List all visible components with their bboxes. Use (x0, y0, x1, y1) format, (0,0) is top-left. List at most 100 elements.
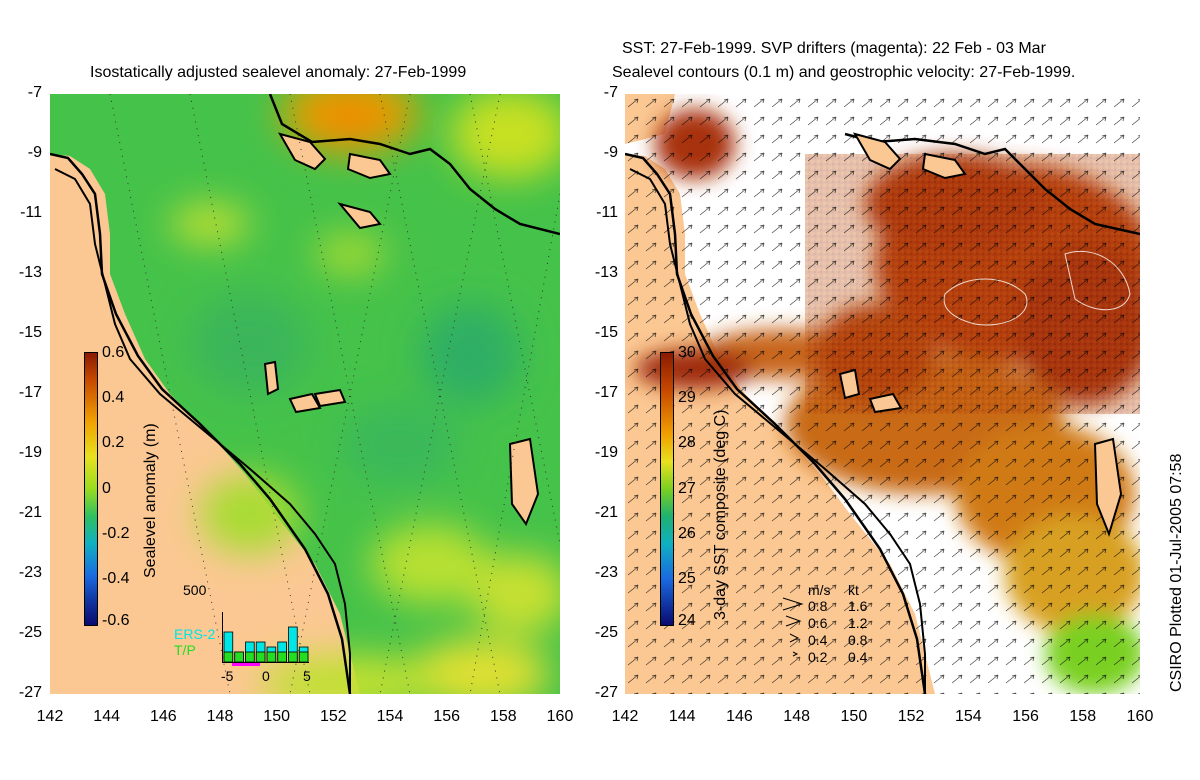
histogram-bar-tp (255, 651, 266, 663)
histogram-bar-tp (277, 651, 287, 663)
velocity-arrows (625, 94, 1140, 694)
right-lon-tick-label: 154 (954, 708, 982, 725)
islands (277, 132, 540, 527)
right-lat-tick-label: -11 (596, 204, 618, 221)
left-lat-tick-label: -25 (18, 624, 42, 641)
right-lon-tick-label: 142 (611, 708, 639, 725)
velocity-legend-ms: 0.6 (808, 615, 828, 631)
left-lat-tick-label: -11 (20, 204, 42, 221)
right-lon-tick-label: 160 (1126, 708, 1154, 725)
histogram-bar-tp (288, 651, 298, 663)
right-cb-tick: 26 (678, 525, 696, 542)
velocity-legend-kt: 1.6 (848, 598, 868, 614)
left-cb-tick: 0.2 (102, 434, 125, 451)
inset-ymax-label: 500 (183, 582, 207, 598)
left-lon-tick-label: 156 (433, 708, 460, 725)
velocity-legend-arrows (782, 597, 804, 657)
reef-outline (54, 168, 351, 694)
left-colorbar (84, 352, 98, 626)
right-lat-tick-label: -17 (594, 384, 618, 401)
left-colorbar-label: Sealevel anomaly (m) (142, 423, 159, 578)
left-lon-tick-label: 146 (149, 708, 177, 725)
reef-islands (838, 368, 903, 414)
right-lon-tick-label: 148 (783, 708, 810, 725)
velocity-legend-ms: 0.2 (808, 649, 828, 665)
left-lon-tick-label: 152 (319, 708, 347, 725)
left-lat-tick-label: -17 (18, 384, 42, 401)
inset-xtick: 5 (303, 668, 311, 684)
left-lon-tick-label: 142 (36, 708, 64, 725)
right-lon-tick-label: 152 (897, 708, 925, 725)
left-lat-tick-label: -13 (18, 264, 42, 281)
left-lat-tick-label: -23 (18, 564, 42, 581)
right-cb-tick: 29 (678, 389, 696, 406)
right-cb-tick: 24 (678, 612, 696, 629)
coastline-right (625, 152, 927, 694)
right-lat-tick-label: -9 (603, 144, 618, 161)
left-lat-tick-label: -7 (27, 84, 42, 101)
reef-outline (629, 168, 926, 694)
left-map-panel (50, 94, 560, 694)
left-lat-tick-label: -21 (18, 504, 42, 521)
histogram-bar-tp (234, 651, 244, 663)
left-lon-tick-label: 154 (376, 708, 404, 725)
histogram-bars (223, 626, 309, 663)
drifter-marker (232, 663, 260, 666)
coastline-left (50, 152, 352, 694)
inset-xtick: -5 (221, 668, 234, 684)
right-lon-tick-label: 158 (1069, 708, 1097, 725)
inset-legend-tp: T/P (174, 642, 196, 658)
right-panel-title-line2: Sealevel contours (0.1 m) and geostrophi… (612, 64, 1076, 81)
png-coastline (844, 132, 1140, 236)
histogram-bar-tp (245, 651, 255, 663)
right-colorbar-label: 3-day SST composite (deg C) (712, 409, 729, 620)
right-cb-tick: 30 (678, 344, 696, 361)
right-lat-tick-label: -7 (603, 84, 618, 101)
sst-map (625, 94, 1140, 694)
right-cb-tick: 25 (678, 570, 696, 587)
left-lat-tick-label: -9 (27, 144, 42, 161)
left-cb-tick: -0.2 (102, 525, 130, 542)
png-coastline (268, 94, 560, 236)
right-lon-tick-label: 150 (840, 708, 868, 725)
right-lat-tick-label: -23 (594, 564, 618, 581)
islands (852, 132, 1123, 538)
right-lat-tick-label: -19 (594, 444, 618, 461)
velocity-legend-header-kt: kt (848, 582, 859, 598)
right-panel-title-line1: SST: 27-Feb-1999. SVP drifters (magenta)… (622, 40, 1046, 57)
left-cb-tick: -0.6 (102, 612, 130, 629)
satellite-tracks (109, 94, 560, 694)
right-map-panel (625, 94, 1140, 694)
left-cb-tick: 0 (102, 480, 111, 497)
left-lon-tick-label: 150 (263, 708, 290, 725)
left-panel-title: Isostatically adjusted sealevel anomaly:… (90, 64, 467, 81)
left-lon-tick-label: 144 (93, 708, 120, 725)
left-cb-tick: 0.6 (102, 344, 125, 361)
right-lat-tick-label: -15 (594, 324, 618, 341)
histogram-bar-tp (266, 651, 277, 663)
inset-xtick: 0 (262, 668, 270, 684)
left-lon-tick-label: 148 (206, 708, 234, 725)
histogram-bar-tp (223, 651, 234, 663)
sealevel-contours (943, 250, 1131, 326)
left-lat-tick-label: -15 (18, 324, 42, 341)
left-cb-tick: -0.4 (102, 570, 130, 587)
anomaly-blobs (170, 94, 560, 694)
left-lat-tick-label: -27 (18, 684, 42, 701)
inset-legend-ers2: ERS-2 (174, 626, 216, 642)
sealevel-anomaly-map (50, 94, 560, 694)
right-lon-tick-label: 144 (668, 708, 696, 725)
right-colorbar (660, 352, 674, 626)
right-lat-tick-label: -21 (594, 504, 618, 521)
velocity-legend-header-ms: m/s (808, 582, 831, 598)
plot-credit: CSIRO Plotted 01-Jul-2005 07:58 (1168, 453, 1185, 692)
right-lat-tick-label: -13 (594, 264, 618, 281)
left-lon-tick-label: 160 (546, 708, 574, 725)
velocity-legend-ms: 0.8 (808, 598, 828, 614)
left-lat-tick-label: -19 (18, 444, 42, 461)
reef-islands (263, 360, 347, 414)
velocity-legend-kt: 0.4 (848, 649, 868, 665)
velocity-legend-ms: 0.4 (808, 632, 828, 648)
left-cb-tick: 0.4 (102, 389, 125, 406)
right-cb-tick: 28 (678, 434, 696, 451)
